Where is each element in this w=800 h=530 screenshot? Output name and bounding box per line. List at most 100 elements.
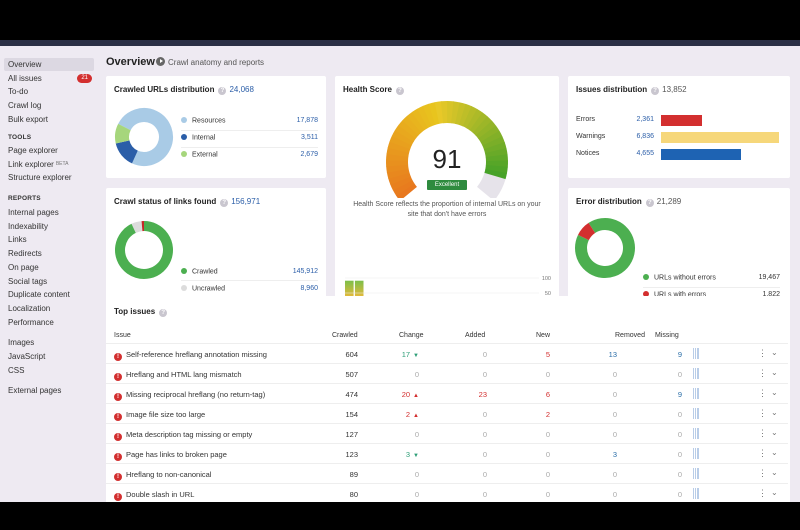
missing-cell[interactable]: 9 [652, 350, 682, 359]
table-row[interactable]: ! Image file size too large 154 2 ▲ 0 2 0 0 ⋮ ⌄ [106, 403, 788, 423]
missing-cell[interactable]: 0 [652, 470, 682, 479]
removed-cell[interactable]: 0 [587, 370, 617, 379]
removed-cell[interactable]: 0 [587, 390, 617, 399]
sidebar-item[interactable]: Link explorer BETA [4, 158, 94, 171]
legend-item[interactable]: Crawled [181, 268, 218, 276]
question-icon[interactable]: ? [220, 199, 229, 207]
issue-name[interactable]: Hreflang and HTML lang mismatch [126, 370, 242, 379]
issue-name[interactable]: Meta description tag missing or empty [126, 430, 253, 439]
page-subtitle[interactable]: Crawl anatomy and reports [156, 57, 264, 67]
sparkline-icon[interactable] [693, 368, 699, 379]
issue-type-value[interactable]: 4,655 [636, 150, 654, 157]
added-cell[interactable]: 0 [457, 350, 487, 359]
kebab-icon[interactable]: ⋮ [758, 468, 767, 478]
chevron-down-icon[interactable]: ⌄ [771, 408, 778, 417]
column-header[interactable]: Missing [655, 332, 679, 339]
kebab-icon[interactable]: ⋮ [758, 388, 767, 398]
new-cell[interactable]: 2 [520, 410, 550, 419]
legend-value[interactable]: 3,511 [301, 134, 318, 141]
sidebar-item[interactable]: Images [4, 336, 94, 349]
added-cell[interactable]: 0 [457, 410, 487, 419]
new-cell[interactable]: 0 [520, 370, 550, 379]
sidebar-item[interactable]: CSS [4, 364, 94, 377]
change-cell[interactable]: 17 ▼ [389, 350, 419, 359]
sidebar-item[interactable]: All issues 21 [4, 72, 94, 85]
kebab-icon[interactable]: ⋮ [758, 448, 767, 458]
table-row[interactable]: ! Hreflang and HTML lang mismatch 507 0 0 0 0 0… [106, 363, 788, 383]
sparkline-icon[interactable] [693, 488, 699, 499]
kebab-icon[interactable]: ⋮ [758, 348, 767, 358]
history-bar[interactable] [354, 280, 364, 308]
missing-cell[interactable]: 0 [652, 450, 682, 459]
change-cell[interactable]: 3 ▼ [389, 450, 419, 459]
added-cell[interactable]: 0 [457, 370, 487, 379]
issue-cell[interactable]: ! Hreflang and HTML lang mismatch [114, 370, 242, 381]
sparkline-icon[interactable] [693, 348, 699, 359]
sidebar-item[interactable]: Duplicate content [4, 288, 94, 301]
sparkline-icon[interactable] [693, 448, 699, 459]
sparkline-icon[interactable] [693, 388, 699, 399]
table-row[interactable]: ! Missing reciprocal hreflang (no return-… [106, 383, 788, 403]
chevron-down-icon[interactable]: ⌄ [771, 428, 778, 437]
table-row[interactable]: ! Hreflang to non-canonical 89 0 0 0 0 0 ⋮ ⌄ [106, 463, 788, 483]
table-row[interactable]: ! Meta description tag missing or empty 12… [106, 423, 788, 443]
change-cell[interactable]: 0 [389, 370, 419, 379]
chevron-down-icon[interactable]: ⌄ [771, 368, 778, 377]
sidebar-item[interactable]: Page explorer [4, 144, 94, 157]
issue-name[interactable]: Double slash in URL [126, 490, 195, 499]
kebab-icon[interactable]: ⋮ [758, 428, 767, 438]
change-cell[interactable]: 0 [389, 470, 419, 479]
new-cell[interactable]: 0 [520, 490, 550, 499]
issue-name[interactable]: Self-reference hreflang annotation missi… [126, 350, 267, 359]
issue-cell[interactable]: ! Missing reciprocal hreflang (no return-… [114, 390, 265, 401]
legend-item[interactable]: Uncrawled [181, 284, 225, 292]
column-header[interactable]: Added [465, 332, 486, 339]
sidebar-item[interactable]: Localization [4, 302, 94, 315]
question-icon[interactable]: ? [651, 87, 660, 95]
sidebar-item[interactable]: Crawl log [4, 99, 94, 112]
sidebar-item[interactable]: Performance [4, 316, 94, 329]
column-header[interactable]: Issue [114, 332, 131, 339]
new-cell[interactable]: 0 [520, 430, 550, 439]
removed-cell[interactable]: 0 [587, 470, 617, 479]
kebab-icon[interactable]: ⋮ [758, 408, 767, 418]
issue-cell[interactable]: ! Meta description tag missing or empty [114, 430, 252, 441]
issue-type-bar[interactable] [661, 149, 742, 160]
column-header[interactable]: Crawled [332, 332, 358, 339]
column-header[interactable]: Change [399, 332, 424, 339]
legend-item[interactable]: Internal [181, 134, 215, 142]
legend-item[interactable]: External [181, 151, 218, 159]
added-cell[interactable]: 0 [457, 490, 487, 499]
sidebar-item[interactable]: Links [4, 233, 94, 246]
sidebar-item[interactable]: External pages [4, 384, 94, 397]
sidebar-item[interactable]: To-do [4, 85, 94, 98]
missing-cell[interactable]: 0 [652, 410, 682, 419]
missing-cell[interactable]: 0 [652, 430, 682, 439]
removed-cell[interactable]: 3 [587, 450, 617, 459]
missing-cell[interactable]: 9 [652, 390, 682, 399]
removed-cell[interactable]: 0 [587, 410, 617, 419]
legend-item[interactable]: URLs with errors [643, 291, 706, 299]
removed-cell[interactable]: 13 [587, 350, 617, 359]
issue-type-value[interactable]: 2,361 [636, 116, 654, 123]
added-cell[interactable]: 0 [457, 430, 487, 439]
column-header[interactable]: New [536, 332, 551, 339]
issue-cell[interactable]: ! Image file size too large [114, 410, 205, 421]
missing-cell[interactable]: 0 [652, 370, 682, 379]
chevron-down-icon[interactable]: ⌄ [771, 348, 778, 357]
sidebar-item[interactable]: Redirects [4, 247, 94, 260]
sparkline-icon[interactable] [693, 468, 699, 479]
question-icon[interactable]: ? [218, 87, 227, 95]
issue-name[interactable]: Image file size too large [126, 410, 206, 419]
added-cell[interactable]: 0 [457, 470, 487, 479]
sparkline-icon[interactable] [693, 408, 699, 419]
question-icon[interactable]: ? [159, 309, 168, 317]
table-row[interactable]: ! Self-reference hreflang annotation miss… [106, 343, 788, 363]
chevron-down-icon[interactable]: ⌄ [771, 468, 778, 477]
legend-value[interactable]: 2,679 [300, 151, 318, 158]
sidebar-item[interactable]: JavaScript [4, 350, 94, 363]
legend-value[interactable]: 17,878 [296, 117, 318, 124]
sidebar-item[interactable]: Structure explorer [4, 171, 94, 184]
new-cell[interactable]: 6 [520, 390, 550, 399]
sidebar-item[interactable]: Bulk export [4, 113, 94, 126]
